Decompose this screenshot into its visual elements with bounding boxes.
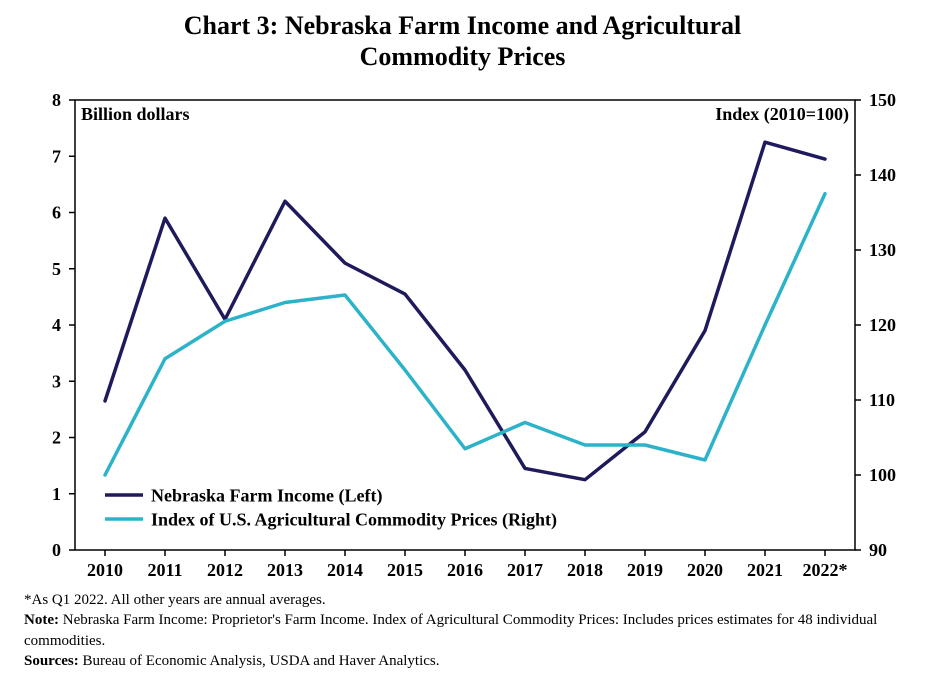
- footnote-note: Note: Nebraska Farm Income: Proprietor's…: [24, 610, 925, 651]
- chart-container: Chart 3: Nebraska Farm Income and Agricu…: [0, 0, 925, 693]
- svg-text:2010: 2010: [87, 560, 123, 580]
- svg-text:Billion dollars: Billion dollars: [81, 104, 190, 124]
- svg-text:6: 6: [52, 203, 61, 223]
- svg-text:0: 0: [52, 540, 61, 560]
- svg-text:2013: 2013: [267, 560, 303, 580]
- svg-text:120: 120: [869, 315, 896, 335]
- svg-text:2014: 2014: [327, 560, 363, 580]
- svg-text:2019: 2019: [627, 560, 663, 580]
- svg-text:5: 5: [52, 259, 61, 279]
- chart-svg: 0 1 2 3 4 5 6 7 8 Billion dollars 90 100 110 120 130 14…: [0, 85, 925, 615]
- svg-text:100: 100: [869, 465, 896, 485]
- footnote-sources-text: Bureau of Economic Analysis, USDA and Ha…: [79, 653, 440, 669]
- svg-text:4: 4: [52, 315, 61, 335]
- footnote-sources-label: Sources:: [24, 653, 79, 669]
- svg-text:2: 2: [52, 428, 61, 448]
- footnote-asterisk: *As Q1 2022. All other years are annual …: [24, 590, 925, 610]
- svg-text:2018: 2018: [567, 560, 603, 580]
- footnotes: *As Q1 2022. All other years are annual …: [24, 590, 925, 671]
- svg-text:3: 3: [52, 371, 61, 391]
- svg-text:150: 150: [869, 90, 896, 110]
- svg-text:2016: 2016: [447, 560, 483, 580]
- svg-text:110: 110: [869, 390, 895, 410]
- svg-text:130: 130: [869, 240, 896, 260]
- svg-text:2011: 2011: [147, 560, 182, 580]
- svg-text:2015: 2015: [387, 560, 423, 580]
- chart-title: Chart 3: Nebraska Farm Income and Agricu…: [0, 10, 925, 72]
- svg-text:7: 7: [52, 146, 61, 166]
- svg-text:Index of U.S. Agricultural Com: Index of U.S. Agricultural Commodity Pri…: [151, 509, 557, 530]
- svg-text:140: 140: [869, 165, 896, 185]
- svg-text:Nebraska Farm Income (Left): Nebraska Farm Income (Left): [151, 485, 382, 506]
- footnote-sources: Sources: Bureau of Economic Analysis, US…: [24, 651, 925, 671]
- svg-text:2017: 2017: [507, 560, 543, 580]
- svg-text:1: 1: [52, 484, 61, 504]
- chart-area-wrap: 0 1 2 3 4 5 6 7 8 Billion dollars 90 100 110 120 130 14…: [0, 85, 925, 615]
- svg-text:2021: 2021: [747, 560, 783, 580]
- svg-text:2012: 2012: [207, 560, 243, 580]
- title-line-2: Commodity Prices: [360, 42, 566, 71]
- footnote-note-text: Nebraska Farm Income: Proprietor's Farm …: [24, 612, 877, 648]
- svg-text:Index (2010=100): Index (2010=100): [715, 104, 849, 125]
- svg-text:90: 90: [869, 540, 887, 560]
- svg-text:2020: 2020: [687, 560, 723, 580]
- footnote-note-label: Note:: [24, 612, 59, 628]
- title-line-1: Chart 3: Nebraska Farm Income and Agricu…: [184, 11, 742, 40]
- svg-text:2022*: 2022*: [803, 560, 848, 580]
- svg-text:8: 8: [52, 90, 61, 110]
